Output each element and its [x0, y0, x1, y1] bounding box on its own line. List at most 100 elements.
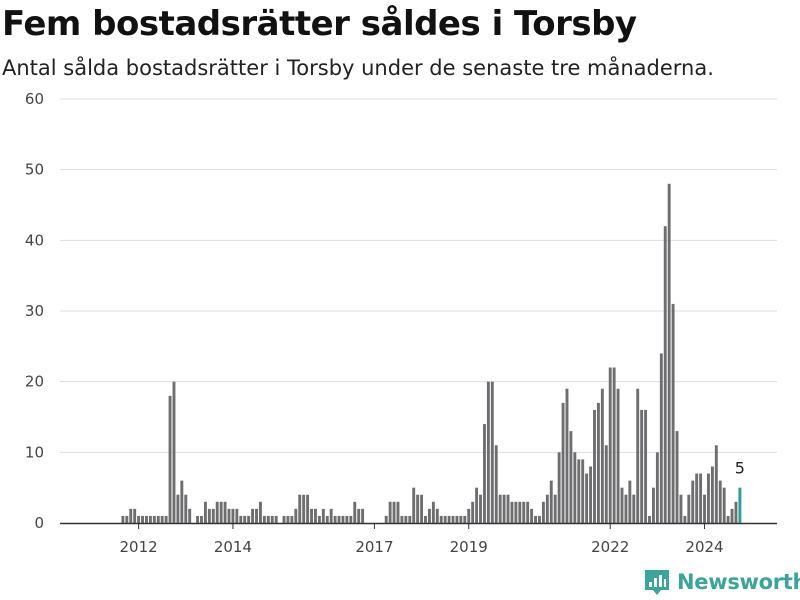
bar [451, 515, 455, 523]
bar [538, 515, 541, 523]
bar [294, 508, 298, 523]
bar [302, 494, 306, 523]
bar [148, 515, 152, 523]
y-tick-label: 20 [25, 373, 44, 391]
bar [266, 515, 270, 523]
newsworthy-logo-text: Newsworthy [677, 570, 800, 594]
bar [636, 388, 640, 523]
y-tick-label: 60 [25, 90, 44, 108]
bar [400, 515, 404, 523]
bar [392, 501, 396, 523]
bar [235, 508, 239, 523]
bar [722, 487, 726, 523]
y-tick-label: 30 [25, 302, 44, 320]
bar [290, 515, 294, 523]
bar [439, 515, 443, 523]
newsworthy-logo-icon [645, 570, 669, 595]
bar [644, 409, 648, 523]
bar [648, 515, 651, 523]
bar [710, 466, 714, 523]
y-tick-label: 0 [34, 514, 44, 532]
bar [333, 515, 337, 523]
bar [176, 494, 180, 523]
bar [396, 501, 400, 523]
bar [317, 515, 321, 523]
y-tick-label: 50 [25, 161, 44, 179]
bar [227, 508, 231, 523]
bar [310, 508, 313, 523]
bar [255, 508, 258, 523]
bar [471, 501, 475, 523]
bar [196, 515, 200, 523]
bar [129, 508, 133, 523]
bar [160, 515, 164, 523]
bar [141, 515, 144, 523]
bar [526, 501, 530, 523]
bar [168, 395, 172, 523]
bar [243, 515, 247, 523]
bar [483, 424, 486, 523]
bar-latest [738, 487, 742, 523]
x-tick-label: 2024 [685, 538, 723, 556]
x-tick-label: 2014 [214, 538, 252, 556]
bar [718, 480, 722, 523]
bar [707, 473, 710, 523]
bar [215, 501, 219, 523]
bar [522, 501, 526, 523]
y-tick-label: 40 [25, 231, 44, 249]
bar [341, 515, 345, 523]
bar [612, 367, 616, 523]
newsworthy-logo: Newsworthy [643, 568, 800, 596]
bar [145, 515, 148, 523]
bar [596, 402, 600, 523]
bar [361, 508, 365, 523]
bar [593, 409, 596, 523]
bar [530, 508, 534, 523]
x-tick-label: 2017 [355, 538, 393, 556]
bar [282, 515, 286, 523]
x-tick-label: 2012 [120, 538, 158, 556]
bar [184, 494, 188, 523]
bar [211, 508, 215, 523]
bar [270, 515, 274, 523]
bar [286, 515, 290, 523]
bar [447, 515, 451, 523]
bar [640, 409, 644, 523]
bar [412, 487, 416, 523]
bar [549, 480, 553, 523]
bar [545, 494, 549, 523]
bar [416, 494, 420, 523]
bar [207, 508, 211, 523]
bar [133, 508, 137, 523]
bar [695, 473, 699, 523]
bar [632, 494, 636, 523]
bar [325, 515, 329, 523]
bar [125, 515, 129, 523]
bar [498, 494, 502, 523]
bar [506, 494, 510, 523]
bar [726, 515, 730, 523]
bar [345, 515, 349, 523]
bar [247, 515, 251, 523]
bar [424, 515, 427, 523]
bar [573, 452, 577, 523]
bar [734, 501, 738, 523]
bar [730, 508, 734, 523]
bar [557, 452, 561, 523]
bar [577, 459, 581, 523]
bar [200, 515, 203, 523]
bar [262, 515, 266, 523]
bar [534, 515, 537, 523]
bar [349, 515, 353, 523]
bar [679, 494, 683, 523]
bar [683, 515, 687, 523]
bar [651, 487, 655, 523]
bar [156, 515, 160, 523]
bar [314, 508, 317, 523]
bar [671, 303, 675, 523]
bar [203, 501, 207, 523]
bar [628, 480, 632, 523]
bar [600, 388, 604, 523]
bar [388, 501, 392, 523]
